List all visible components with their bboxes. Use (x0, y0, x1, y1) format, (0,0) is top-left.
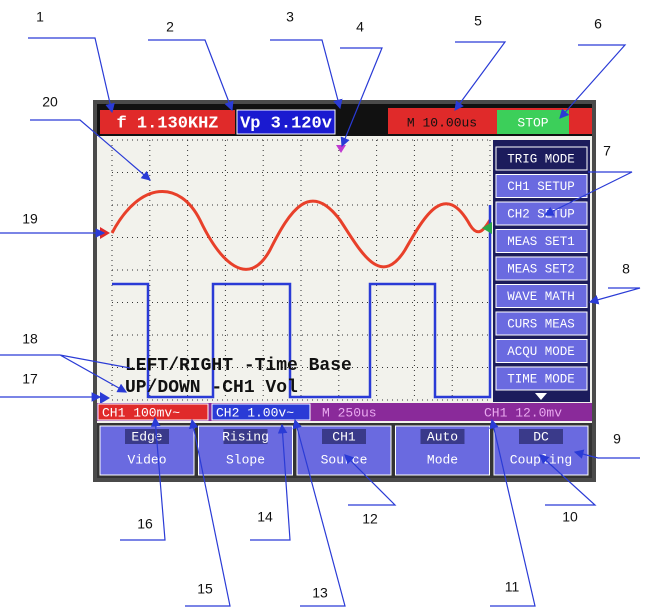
callout-number: 10 (562, 509, 578, 525)
callout-number: 18 (22, 331, 38, 347)
readout: f 1.130KHZ (116, 114, 218, 133)
status-text: CH1 100mv~ (102, 405, 180, 420)
status-text: M 250us (322, 405, 377, 420)
callout-number: 6 (594, 16, 602, 32)
button-bottom[interactable]: Coupling (510, 452, 572, 467)
button-top[interactable]: DC (533, 429, 549, 444)
callout-line (455, 42, 505, 110)
menu-item[interactable]: CH1 SETUP (507, 180, 575, 194)
callout-line (590, 288, 640, 302)
overlay-text: LEFT/RIGHT -Time Base (125, 356, 352, 376)
callout-number: 3 (286, 9, 294, 25)
button-bottom[interactable]: Slope (226, 452, 265, 467)
callout-number: 16 (137, 516, 153, 532)
menu-item[interactable]: MEAS SET1 (507, 235, 575, 249)
menu-item[interactable]: TRIG MODE (507, 152, 575, 166)
readout: STOP (517, 115, 548, 130)
menu-item[interactable]: TIME MODE (507, 372, 575, 386)
callout-number: 7 (603, 143, 611, 159)
button-bottom[interactable]: Mode (427, 452, 458, 467)
menu-item[interactable]: WAVE MATH (507, 290, 575, 304)
callout-line (148, 40, 232, 110)
callout-number: 5 (474, 13, 482, 29)
button-bottom[interactable]: Video (127, 452, 166, 467)
status-text: CH2 1.00v~ (216, 405, 294, 420)
callout-number: 8 (622, 261, 630, 277)
menu-item[interactable]: CH2 SETUP (507, 207, 575, 221)
status-text: CH1 12.0mv (484, 405, 562, 420)
callout-number: 19 (22, 211, 38, 227)
callout-number: 13 (312, 585, 328, 601)
callout-number: 1 (36, 9, 44, 25)
readout: M 10.00us (407, 115, 477, 130)
menu-item[interactable]: CURS MEAS (507, 317, 575, 331)
button-top[interactable]: CH1 (332, 429, 356, 444)
callout-number: 11 (505, 579, 520, 595)
callout-number: 17 (22, 371, 38, 387)
callout-number: 9 (613, 431, 621, 447)
page: {"header": {"readouts": ["f 1.130KHZ", "… (0, 0, 645, 612)
menu-item[interactable]: ACQU MODE (507, 345, 575, 359)
callout-number: 14 (257, 509, 273, 525)
callout-line (270, 40, 340, 108)
callout-number: 15 (197, 581, 213, 597)
button-top[interactable]: Rising (222, 429, 269, 444)
button-top[interactable]: Edge (131, 429, 162, 444)
readout: Vp 3.120v (240, 114, 332, 133)
callout-number: 2 (166, 19, 174, 35)
callout-number: 20 (42, 94, 58, 110)
menu-item[interactable]: MEAS SET2 (507, 262, 575, 276)
button-top[interactable]: Auto (427, 429, 458, 444)
diagram: f 1.130KHZ Vp 3.120v M 10.00us STOP TRIG MOD… (0, 0, 645, 612)
overlay-text: UP/DOWN -CH1 Vol (125, 378, 298, 398)
callout-number: 12 (362, 511, 378, 527)
callout-number: 4 (356, 19, 364, 35)
button-bottom[interactable]: Source (321, 452, 368, 467)
